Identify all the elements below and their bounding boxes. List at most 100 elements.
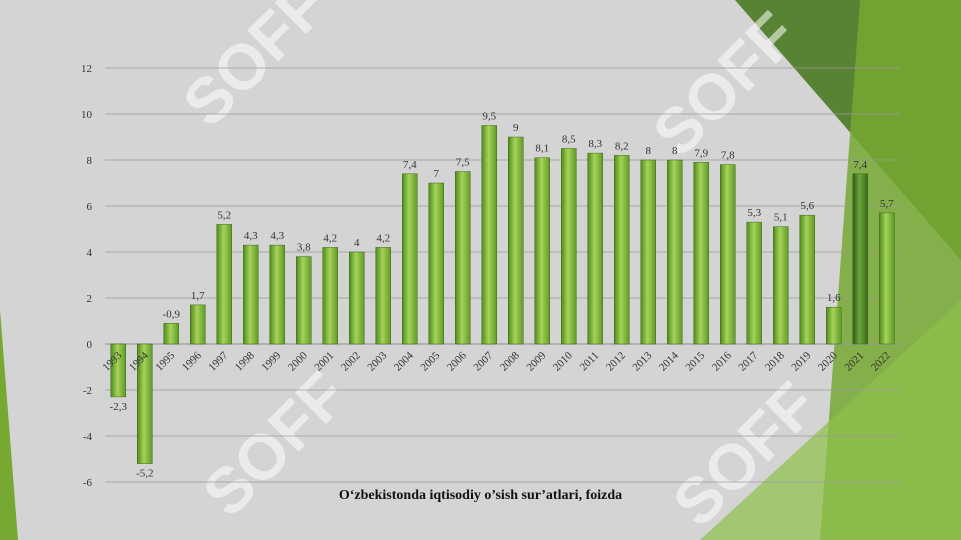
data-labels: -2,3 -5,2 -0,9 1,7 5,2 4,3 4,3 3,8 4,2 4 4,2 7,4 7 7,… <box>110 111 895 480</box>
bar-2000 <box>296 256 312 345</box>
x-tick-label-2011: 2011 <box>578 350 602 374</box>
x-tick-label-2010: 2010 <box>551 349 575 373</box>
bar-2015 <box>693 162 709 345</box>
bar-1993 <box>110 343 126 398</box>
x-tick-label-1996: 1996 <box>180 349 204 373</box>
bar-1996 <box>190 304 206 345</box>
x-tick-label-2019: 2019 <box>789 349 813 373</box>
x-tick-label-2008: 2008 <box>498 349 522 373</box>
watermark-text-2: SOFF <box>639 0 811 170</box>
bar-2017 <box>746 221 762 345</box>
bars <box>110 125 895 464</box>
y-tick-label: 4 <box>87 247 93 259</box>
bar-2003 <box>375 247 391 345</box>
data-label-1994: -5,2 <box>136 468 153 480</box>
data-label-2009: 8,1 <box>535 143 549 155</box>
data-label-2007: 9,5 <box>482 111 496 123</box>
x-tick-label-1998: 1998 <box>233 349 257 373</box>
data-label-1997: 5,2 <box>217 209 231 221</box>
data-label-2022: 5,7 <box>880 198 894 210</box>
bar-2006 <box>455 171 471 345</box>
x-tick-label-2016: 2016 <box>710 349 734 373</box>
x-tick-label-2012: 2012 <box>604 350 628 374</box>
bar-2004 <box>402 173 418 345</box>
bar-2018 <box>773 226 789 345</box>
x-tick-label-2007: 2007 <box>471 349 495 373</box>
y-tick-label: 6 <box>87 201 93 213</box>
bar-2007 <box>481 125 497 345</box>
bar-1995 <box>163 323 179 345</box>
x-tick-label-2013: 2013 <box>630 349 654 373</box>
bar-2005 <box>428 182 444 345</box>
data-label-2011: 8,3 <box>588 138 602 150</box>
data-label-2001: 4,2 <box>323 232 337 244</box>
data-label-2006: 7,5 <box>456 157 470 169</box>
data-label-2004: 7,4 <box>403 159 417 171</box>
x-tick-label-2015: 2015 <box>683 349 707 373</box>
light-green-triangle <box>700 300 961 540</box>
data-label-2000: 3,8 <box>297 242 311 254</box>
watermark-text-3: SOFF <box>189 358 361 530</box>
watermark-text-1: SOFF <box>169 0 341 140</box>
gridlines <box>105 67 900 483</box>
bar-2019 <box>799 214 815 345</box>
data-label-2005: 7 <box>434 168 440 180</box>
x-axis-ticks: 1993 1994 1995 1996 1997 1998 1999 2000 2001 2002… <box>100 349 893 373</box>
bar-2016 <box>720 164 736 345</box>
x-tick-label-2002: 2002 <box>339 350 363 374</box>
x-tick-label-2003: 2003 <box>365 349 389 373</box>
data-label-2021: 7,4 <box>853 159 867 171</box>
y-tick-label: -2 <box>83 385 92 397</box>
data-label-2003: 4,2 <box>376 232 390 244</box>
y-axis-ticks: 12 10 8 6 4 2 0 -2 -4 -6 <box>81 63 93 489</box>
data-label-2018: 5,1 <box>774 212 788 224</box>
x-tick-label-1995: 1995 <box>153 349 177 373</box>
bar-2014 <box>667 159 683 345</box>
bar-2010 <box>561 148 577 345</box>
bar-1994 <box>137 343 153 464</box>
bar-2022 <box>879 212 895 345</box>
y-tick-label: -4 <box>83 431 93 443</box>
bar-2013 <box>640 159 656 345</box>
x-tick-label-2014: 2014 <box>657 349 681 373</box>
data-label-2014: 8 <box>672 145 678 157</box>
bar-1999 <box>269 244 285 345</box>
data-label-2020: 1,6 <box>827 292 841 304</box>
y-tick-label: 12 <box>81 63 92 75</box>
x-tick-label-2005: 2005 <box>418 349 442 373</box>
data-label-2016: 7,8 <box>721 150 735 162</box>
y-tick-label: 10 <box>81 109 93 121</box>
data-label-2019: 5,6 <box>800 200 814 212</box>
bar-2002 <box>349 251 365 345</box>
data-label-2012: 8,2 <box>615 140 629 152</box>
data-label-2013: 8 <box>646 145 652 157</box>
x-tick-label-2017: 2017 <box>736 349 760 373</box>
y-tick-label: 0 <box>87 339 93 351</box>
left-green-sliver <box>0 310 18 540</box>
bar-2001 <box>322 247 338 345</box>
x-tick-label-2018: 2018 <box>763 349 787 373</box>
data-label-2010: 8,5 <box>562 134 576 146</box>
bar-2020 <box>826 306 842 345</box>
chart-title: O‘zbekistonda iqtisodiy o’sish sur’atlar… <box>338 488 623 503</box>
bar-2012 <box>614 155 630 345</box>
data-label-1998: 4,3 <box>244 230 258 242</box>
x-tick-label-2004: 2004 <box>392 349 416 373</box>
bar-1997 <box>216 224 232 345</box>
y-tick-label: 8 <box>87 155 93 167</box>
data-label-1995: -0,9 <box>163 308 181 320</box>
data-label-1993: -2,3 <box>110 401 128 413</box>
x-tick-label-2009: 2009 <box>524 349 548 373</box>
data-label-2008: 9 <box>513 122 519 134</box>
x-tick-label-2006: 2006 <box>445 349 469 373</box>
data-label-1999: 4,3 <box>270 230 284 242</box>
data-label-1996: 1,7 <box>191 290 205 302</box>
x-tick-label-1997: 1997 <box>206 349 230 373</box>
bar-2011 <box>587 152 603 345</box>
bar-1998 <box>243 244 259 345</box>
x-tick-label-1999: 1999 <box>259 349 283 373</box>
data-label-2017: 5,3 <box>747 207 761 219</box>
